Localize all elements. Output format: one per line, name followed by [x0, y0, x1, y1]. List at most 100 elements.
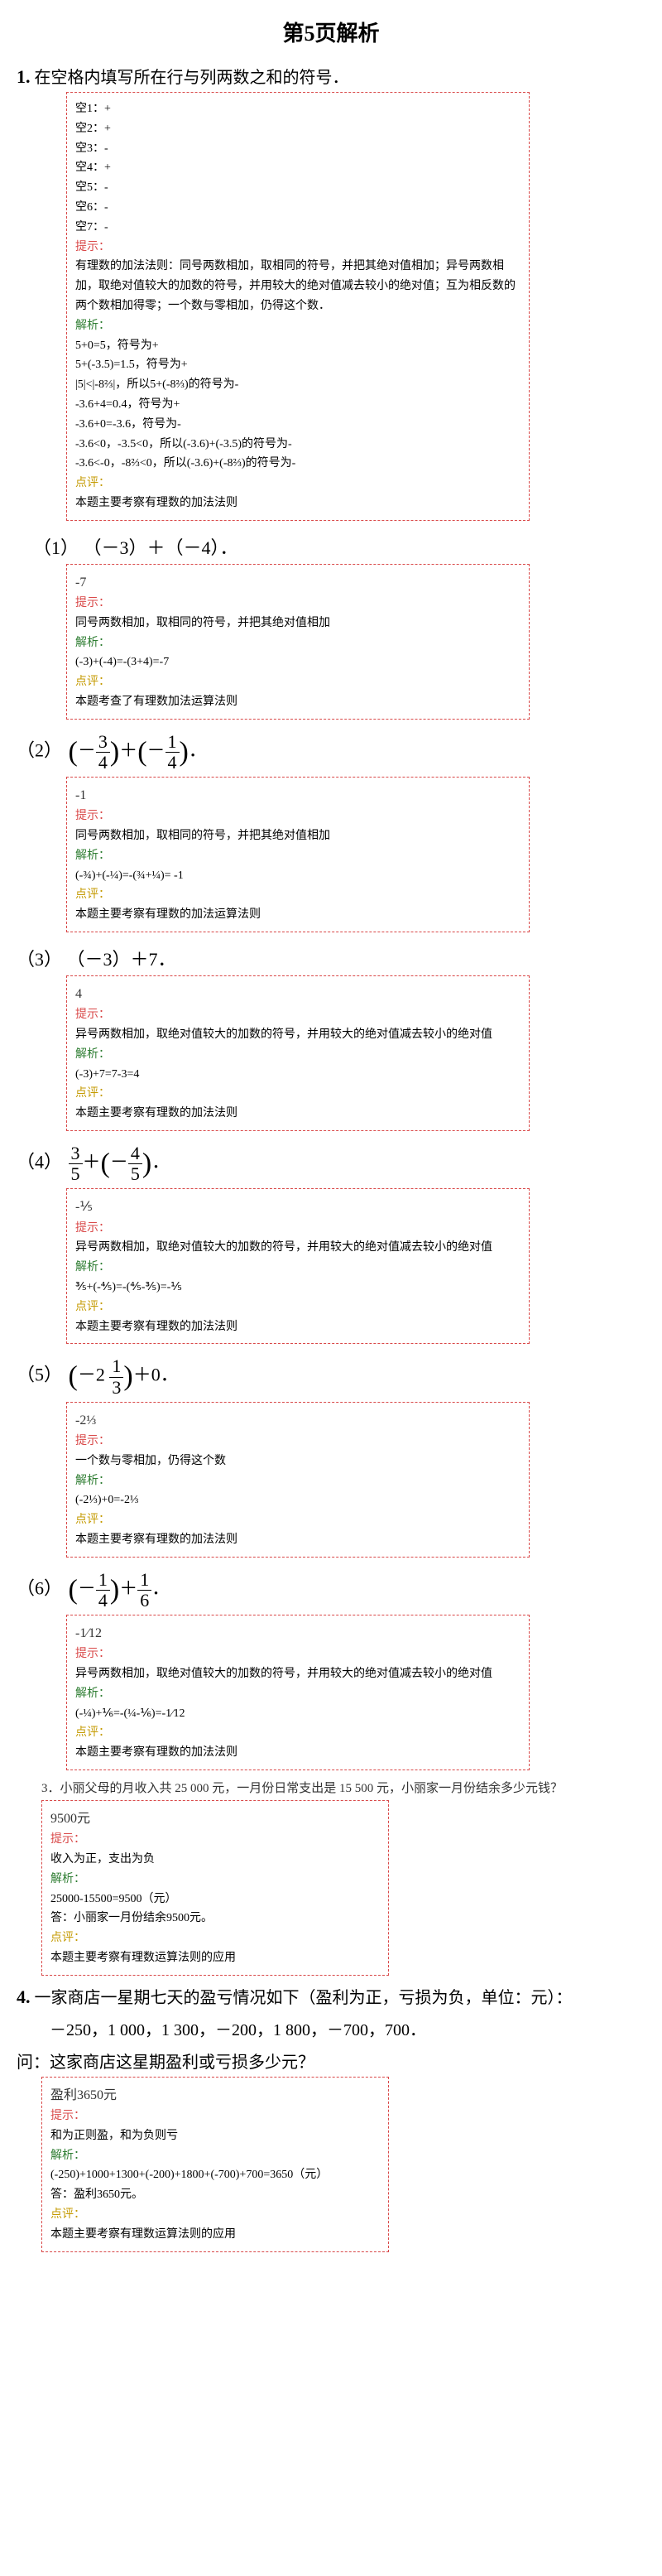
answer-value: -1 — [75, 784, 520, 807]
comment-label: 点评： — [50, 2208, 85, 2221]
sub-problem-6: （6） (－14)＋16． — [17, 1570, 645, 1611]
sub-problem-2: （2） (－34)＋(－14)． — [17, 732, 645, 773]
analysis-line-7: -3.6<-0，-8⅔<0，所以(-3.6)+(-8⅔)的符号为- — [75, 454, 520, 474]
comment-text: 本题主要考察有理数的加法法则 — [75, 1530, 520, 1550]
analysis-line-5: -3.6+0=-3.6，符号为- — [75, 415, 520, 435]
analysis-label: 解析： — [75, 850, 110, 862]
sub-2-label: （2） — [17, 739, 62, 760]
answer-value: -7 — [75, 571, 520, 594]
answer-value: -2⅓ — [75, 1409, 520, 1432]
answer-value: 盈利3650元 — [50, 2084, 380, 2107]
comment-text: 本题主要考察有理数的加法法则 — [75, 1743, 520, 1763]
comment-text: 本题主要考察有理数的加法法则 — [75, 1104, 520, 1124]
sub-4-label: （4） — [17, 1152, 62, 1172]
sub-3-label: （3） — [17, 949, 62, 970]
comment-label: 点评： — [75, 1514, 110, 1526]
answer-box-sub6: -1⁄12 提示： 异号两数相加，取绝对值较大的加数的符号，并用较大的绝对值减去… — [66, 1615, 530, 1770]
problem-1-text: 1. 在空格内填写所在行与列两数之和的符号． — [17, 64, 645, 88]
answer-box-p3: 9500元 提示： 收入为正，支出为负 解析： 25000-15500=9500… — [41, 1800, 389, 1976]
hint-text: 有理数的加法法则：同号两数相加，取相同的符号，并把其绝对值相加；异号两数相加，取… — [75, 257, 520, 315]
blank-1: 空1：+ — [75, 99, 520, 119]
hint-text: 同号两数相加，取相同的符号，并把其绝对值相加 — [75, 614, 520, 633]
answer-box-p4: 盈利3650元 提示： 和为正则盈，和为负则亏 解析： (-250)+1000+… — [41, 2077, 389, 2252]
analysis-line-2: 5+(-3.5)=1.5，符号为+ — [75, 355, 520, 375]
problem-4-line3: 问：这家商店这星期盈利或亏损多少元？ — [17, 2049, 645, 2073]
comment-text: 本题主要考察有理数的加法运算法则 — [75, 905, 520, 925]
comment-label: 点评： — [50, 1932, 85, 1944]
comment-label: 点评： — [75, 676, 110, 688]
hint-label: 提示： — [75, 1648, 110, 1660]
problem-4-line2: －250，1 000，1 300，－200，1 800，－700，700． — [50, 2016, 645, 2040]
analysis-line-6: -3.6<0，-3.5<0，所以(-3.6)+(-3.5)的符号为- — [75, 435, 520, 455]
comment-label: 点评： — [75, 1087, 110, 1100]
hint-label: 提示： — [50, 1833, 85, 1846]
comment-text: 本题考查了有理数加法运算法则 — [75, 692, 520, 712]
sub-1-expr: （－3）＋（－4）． — [84, 537, 238, 558]
sub-problem-5: （5） (－2 13)＋0． — [17, 1356, 645, 1397]
hint-text: 异号两数相加，取绝对值较大的加数的符号，并用较大的绝对值减去较小的绝对值 — [75, 1238, 520, 1258]
analysis-label: 解析： — [75, 1261, 110, 1274]
blank-2: 空2：+ — [75, 119, 520, 139]
sub-6-label: （6） — [17, 1577, 62, 1598]
hint-label: 提示： — [75, 1222, 110, 1235]
sub-1-label: （1） — [33, 537, 79, 558]
hint-label: 提示： — [75, 1009, 110, 1021]
analysis-line-1: (-250)+1000+1300+(-200)+1800+(-700)+700=… — [50, 2165, 380, 2185]
hint-text: 异号两数相加，取绝对值较大的加数的符号，并用较大的绝对值减去较小的绝对值 — [75, 1025, 520, 1045]
analysis-line-4: -3.6+4=0.4，符号为+ — [75, 395, 520, 415]
sub-5-expr: (－2 13)＋0． — [69, 1356, 179, 1397]
analysis-label: 解析： — [75, 320, 110, 332]
analysis-label: 解析： — [75, 1048, 110, 1061]
comment-label: 点评： — [75, 477, 110, 489]
comment-text: 本题主要考察有理数运算法则的应用 — [50, 1948, 380, 1968]
comment-text: 本题主要考察有理数的加法法则 — [75, 1317, 520, 1337]
hint-text: 和为正则盈，和为负则亏 — [50, 2126, 380, 2146]
analysis-label: 解析： — [50, 1873, 85, 1885]
analysis-line-2: 答：盈利3650元。 — [50, 2185, 380, 2205]
analysis-label: 解析： — [50, 2150, 85, 2162]
problem-1-body: 在空格内填写所在行与列两数之和的符号． — [35, 69, 349, 87]
sub-3-expr: （－3）＋7． — [67, 949, 176, 970]
page-5-analysis: 第5页解析 1. 在空格内填写所在行与列两数之和的符号． 空1：+ 空2：+ 空… — [0, 0, 662, 2269]
hint-label: 提示： — [50, 2110, 85, 2122]
analysis-text: (-3)+(-4)=-(3+4)=-7 — [75, 652, 520, 672]
problem-4-line1: 一家商店一星期七天的盈亏情况如下（盈利为正，亏损为负，单位：元）： — [35, 1989, 573, 2007]
answer-box-1: 空1：+ 空2：+ 空3：- 空4：+ 空5：- 空6：- 空7：- 提示： 有… — [66, 92, 530, 521]
answer-box-sub1: -7 提示： 同号两数相加，取相同的符号，并把其绝对值相加 解析： (-3)+(… — [66, 564, 530, 720]
problem-3-text: 3．小丽父母的月收入共 25 000 元，一月份日常支出是 15 500 元，小… — [41, 1779, 645, 1796]
blank-5: 空5：- — [75, 178, 520, 198]
comment-label: 点评： — [75, 1726, 110, 1739]
hint-label: 提示： — [75, 241, 110, 253]
sub-4-expr: 35＋(－45)． — [69, 1144, 170, 1184]
problem-1-number: 1. — [17, 66, 31, 87]
analysis-label: 解析： — [75, 637, 110, 649]
answer-box-sub2: -1 提示： 同号两数相加，取相同的符号，并把其绝对值相加 解析： (-¾)+(… — [66, 777, 530, 932]
answer-box-sub3: 4 提示： 异号两数相加，取绝对值较大的加数的符号，并用较大的绝对值减去较小的绝… — [66, 975, 530, 1131]
answer-value: -⅕ — [75, 1196, 520, 1218]
analysis-label: 解析： — [75, 1475, 110, 1487]
analysis-text: (-¼)+⅙=-(¼-⅙)=-1⁄12 — [75, 1704, 520, 1724]
problem-4-number: 4. — [17, 1986, 31, 2007]
answer-box-sub4: -⅕ 提示： 异号两数相加，取绝对值较大的加数的符号，并用较大的绝对值减去较小的… — [66, 1188, 530, 1344]
hint-text: 一个数与零相加，仍得这个数 — [75, 1452, 520, 1471]
analysis-text: (-¾)+(-¼)=-(¾+¼)= -1 — [75, 866, 520, 886]
page-title: 第5页解析 — [17, 17, 645, 47]
analysis-text: ⅗+(-⅘)=-(⅘-⅗)=-⅕ — [75, 1278, 520, 1298]
sub-5-label: （5） — [17, 1365, 62, 1385]
sub-6-expr: (－14)＋16． — [69, 1570, 170, 1611]
blank-6: 空6：- — [75, 198, 520, 218]
blank-4: 空4：+ — [75, 158, 520, 178]
answer-value: -1⁄12 — [75, 1622, 520, 1644]
analysis-line-2: 答：小丽家一月份结余9500元。 — [50, 1909, 380, 1928]
analysis-text: (-3)+7=7-3=4 — [75, 1065, 520, 1085]
answer-value: 4 — [75, 983, 520, 1005]
hint-label: 提示： — [75, 597, 110, 609]
analysis-label: 解析： — [75, 1688, 110, 1700]
comment-label: 点评： — [75, 1301, 110, 1313]
answer-box-sub5: -2⅓ 提示： 一个数与零相加，仍得这个数 解析： (-2⅓)+0=-2⅓ 点评… — [66, 1402, 530, 1558]
blank-3: 空3：- — [75, 139, 520, 159]
hint-label: 提示： — [75, 1435, 110, 1447]
comment-text: 本题主要考察有理数的加法法则 — [75, 494, 520, 513]
analysis-line-3: |5|<|-8⅔|，所以5+(-8⅔)的符号为- — [75, 375, 520, 395]
hint-label: 提示： — [75, 810, 110, 822]
